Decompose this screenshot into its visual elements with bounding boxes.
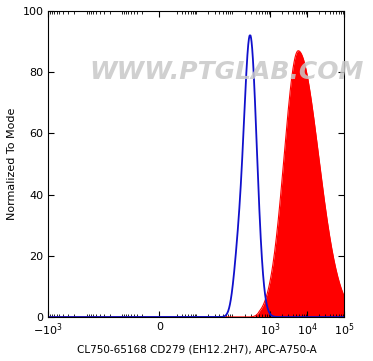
Y-axis label: Normalized To Mode: Normalized To Mode <box>7 108 17 220</box>
Text: WWW.PTGLAB.COM: WWW.PTGLAB.COM <box>89 60 363 84</box>
X-axis label: CL750-65168 CD279 (EH12.2H7), APC-A750-A: CL750-65168 CD279 (EH12.2H7), APC-A750-A <box>76 344 316 354</box>
